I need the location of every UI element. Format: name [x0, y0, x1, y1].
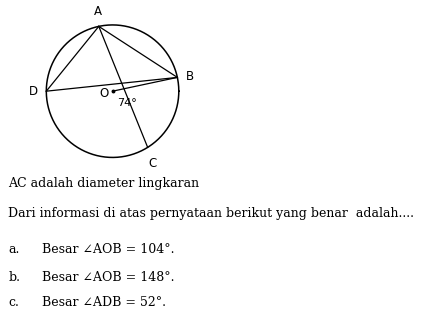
Text: a.: a. — [8, 243, 20, 256]
Text: Besar ∠AOB = 148°.: Besar ∠AOB = 148°. — [41, 271, 174, 284]
Text: Besar ∠AOB = 104°.: Besar ∠AOB = 104°. — [41, 243, 174, 256]
Text: 74°: 74° — [117, 98, 137, 108]
Text: O: O — [99, 87, 109, 100]
Text: Dari informasi di atas pernyataan berikut yang benar  adalah....: Dari informasi di atas pernyataan beriku… — [8, 207, 415, 220]
Text: Besar ∠ADB = 52°.: Besar ∠ADB = 52°. — [41, 295, 166, 308]
Text: c.: c. — [8, 295, 19, 308]
Text: C: C — [149, 157, 157, 170]
Text: AC adalah diameter lingkaran: AC adalah diameter lingkaran — [8, 177, 200, 190]
Text: A: A — [93, 5, 102, 18]
Text: B: B — [186, 70, 194, 83]
Text: b.: b. — [8, 271, 20, 284]
Text: D: D — [29, 85, 38, 98]
